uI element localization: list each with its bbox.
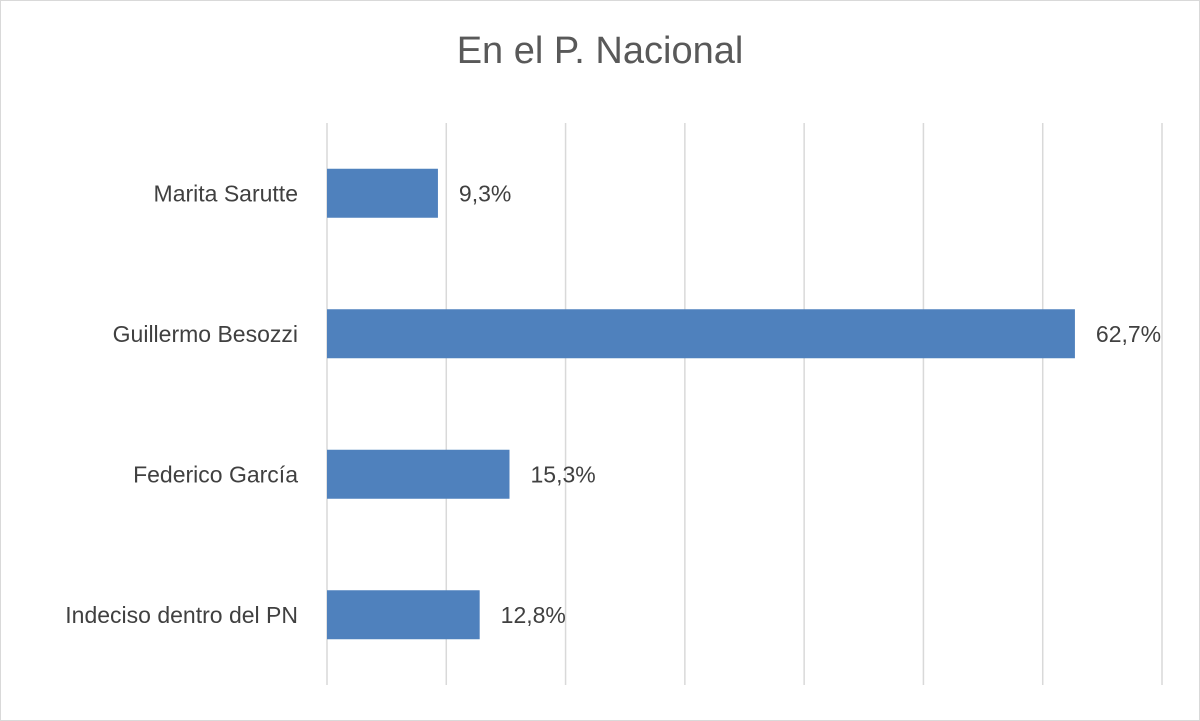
chart-title: En el P. Nacional — [456, 30, 744, 72]
bar — [327, 168, 438, 218]
bar — [327, 590, 480, 640]
category-label: Guillermo Besozzi — [113, 321, 298, 347]
data-label: 62,7% — [1096, 321, 1161, 347]
data-label: 15,3% — [531, 461, 596, 487]
data-label: 9,3% — [459, 180, 511, 206]
category-label: Indeciso dentro del PN — [65, 602, 298, 628]
bar — [327, 309, 1075, 359]
data-label: 12,8% — [501, 602, 566, 628]
category-label: Marita Sarutte — [154, 180, 298, 206]
category-label: Federico García — [133, 461, 298, 487]
bar — [327, 449, 510, 499]
